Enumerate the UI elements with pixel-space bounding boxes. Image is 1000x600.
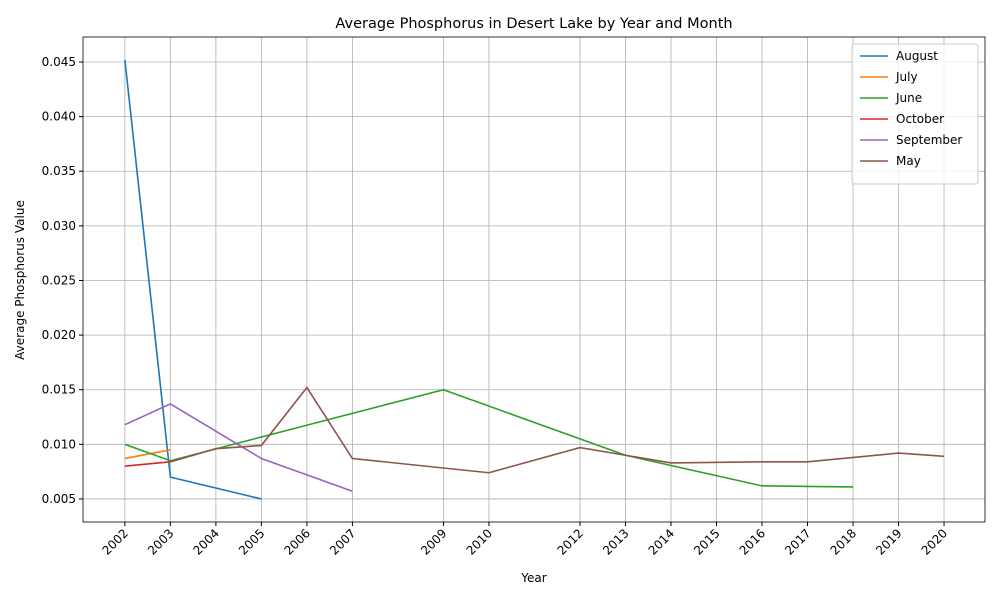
legend-label: July [895,70,918,84]
x-tick-label: 2014 [646,526,677,557]
y-tick-label: 0.005 [42,492,76,506]
x-tick-label: 2015 [691,526,722,557]
x-tick-label: 2005 [236,526,267,557]
legend-label: August [896,49,938,63]
legend-label: June [895,91,922,105]
legend-box [851,43,979,185]
x-tick-label: 2006 [282,526,313,557]
x-tick-label: 2003 [145,526,176,557]
x-tick-label: 2017 [782,526,813,557]
x-tick-label: 2009 [418,526,449,557]
y-tick-label: 0.020 [42,328,76,342]
legend-label: September [896,133,962,147]
legend-label: October [896,112,944,126]
y-tick-label: 0.010 [42,437,76,451]
x-tick-label: 2019 [873,526,904,557]
x-tick-label: 2013 [600,526,631,557]
x-tick-label: 2004 [191,526,222,557]
y-tick-label: 0.040 [42,110,76,124]
series-line [124,461,171,467]
x-tick-label: 2016 [737,526,768,557]
x-tick-label: 2002 [99,526,130,557]
x-tick-label: 2018 [828,526,859,557]
x-tick-label: 2020 [919,526,950,557]
series-line [170,386,945,474]
y-tick-label: 0.025 [42,273,76,287]
legend-label: May [896,154,921,168]
x-axis-label: Year [520,571,546,585]
y-tick-label: 0.030 [42,219,76,233]
series-line [124,449,171,460]
x-tick-label: 2010 [464,526,495,557]
legend: August July June October September May [851,43,979,185]
chart-title: Average Phosphorus in Desert Lake by Yea… [335,16,732,32]
x-tick-label: 2012 [555,526,586,557]
series-line [124,403,353,493]
y-tick-label: 0.015 [42,383,76,397]
y-tick-label: 0.035 [42,164,76,178]
y-tick-label: 0.045 [42,55,76,69]
series-line [124,59,262,500]
y-axis-label: Average Phosphorus Value [13,200,27,360]
plot-frame [82,36,986,523]
x-tick-label: 2007 [327,526,358,557]
